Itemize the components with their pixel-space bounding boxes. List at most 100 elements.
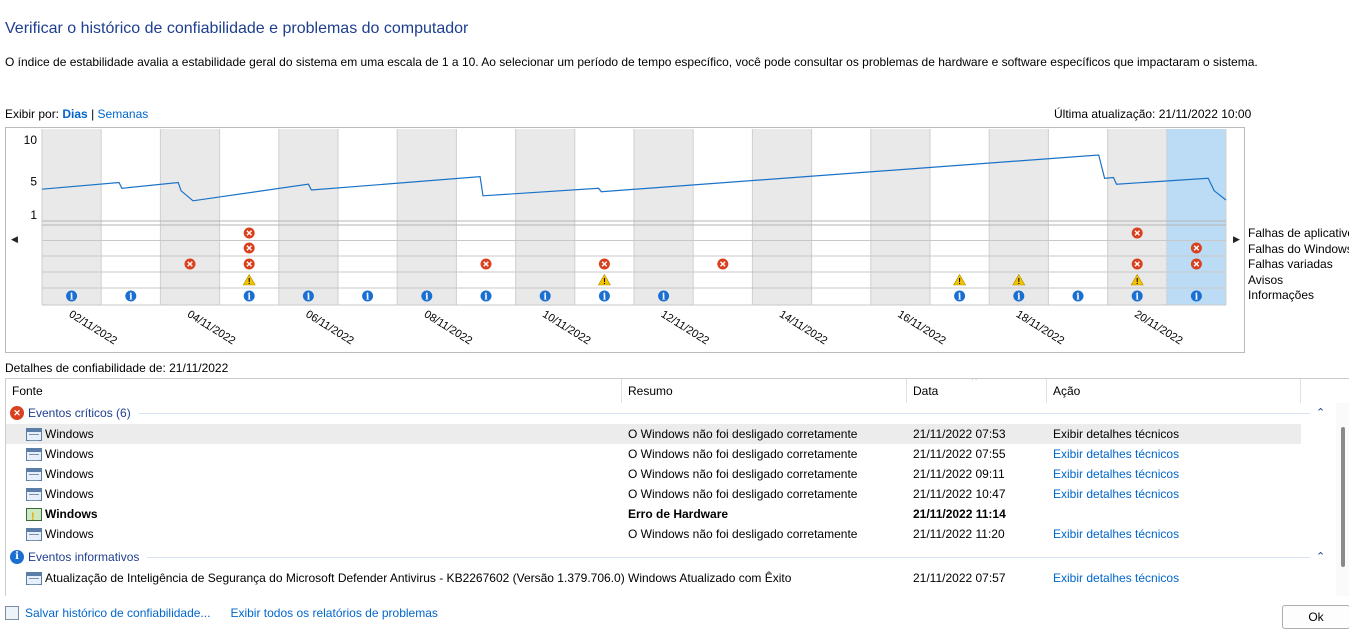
- info-event-icon: [954, 290, 966, 302]
- chart-column-19: [1166, 129, 1226, 305]
- info-event-icon: [658, 290, 670, 302]
- table-scrollbar[interactable]: [1336, 403, 1349, 596]
- chart-column-0: [42, 129, 102, 305]
- ok-button[interactable]: Ok: [1282, 605, 1349, 629]
- chart-column-14: [870, 129, 930, 305]
- info-event-icon: [125, 290, 137, 302]
- column-header-action[interactable]: Ação: [1047, 379, 1301, 403]
- table-row[interactable]: Windows O Windows não foi desligado corre…: [6, 524, 1301, 544]
- view-by-weeks-link[interactable]: Semanas: [97, 107, 149, 121]
- x-date-label: 14/11/2022: [777, 308, 829, 347]
- info-event-icon: [1131, 290, 1143, 302]
- info-event-mark: i: [307, 293, 311, 303]
- info-event-mark: i: [543, 293, 547, 303]
- chart-scroll-left-icon[interactable]: ◀: [11, 234, 18, 244]
- view-by-days-link[interactable]: Dias: [62, 107, 88, 121]
- view-all-reports-link[interactable]: Exibir todos os relatórios de problemas: [230, 606, 438, 620]
- chart-column-2: [160, 129, 220, 305]
- group-info-events[interactable]: i Eventos informativos: [10, 547, 1310, 567]
- group-info-label: Eventos informativos: [28, 550, 140, 564]
- row-action-link[interactable]: Exibir detalhes técnicos: [1053, 527, 1180, 541]
- info-event-icon: [598, 290, 610, 302]
- row-date: 21/11/2022 11:14: [913, 507, 1006, 521]
- table-row[interactable]: Windows O Windows não foi desligado corre…: [6, 464, 1301, 484]
- group-critical-events[interactable]: ✕ Eventos críticos (6): [10, 403, 1310, 423]
- y-tick-label: 10: [24, 133, 38, 147]
- reliability-chart-svg: 10 5 1!!!! ! i i i i i i i i i i i i i i i 02/11/2022 04/11/…: [24, 129, 1227, 347]
- chart-column-12: [752, 129, 812, 305]
- warning-event-mark: !: [603, 277, 606, 286]
- row-action-link[interactable]: Exibir detalhes técnicos: [1053, 571, 1180, 585]
- info-event-icon: [421, 290, 433, 302]
- critical-event-x: [1193, 245, 1200, 251]
- warning-event-icon: [953, 273, 967, 286]
- row-source-text: Windows: [45, 447, 94, 461]
- warning-event-mark: !: [1136, 277, 1139, 286]
- row-source-text: Windows: [45, 487, 94, 501]
- reliability-chart[interactable]: 10 5 1!!!!! i i i i i i i i i i i i i i i 02/11/2022 04/11/…: [5, 127, 1245, 353]
- row-summary: O Windows não foi desligado corretamente: [628, 427, 858, 441]
- info-event-icon: [539, 290, 551, 302]
- scrollbar-thumb[interactable]: [1341, 427, 1345, 567]
- table-row[interactable]: Windows O Windows não foi desligado corre…: [6, 484, 1301, 504]
- info-event-mark: i: [1195, 293, 1199, 303]
- critical-event-x: [1134, 261, 1140, 267]
- row-action-link[interactable]: Exibir detalhes técnicos: [1053, 427, 1180, 441]
- column-header-source[interactable]: Fonte: [6, 379, 622, 403]
- warning-event-mark: !: [958, 277, 961, 286]
- row-summary: Windows Atualizado com Êxito: [628, 571, 792, 585]
- sort-ascending-icon: ^: [972, 378, 977, 386]
- table-row[interactable]: Atualização de Inteligência de Segurança…: [6, 568, 1301, 588]
- chart-column-10: [634, 129, 694, 305]
- column-header-summary[interactable]: Resumo: [622, 379, 907, 403]
- table-row[interactable]: Windows O Windows não foi desligado corre…: [6, 444, 1301, 464]
- chart-column-6: [397, 129, 457, 305]
- row-label-app-failures: Falhas de aplicativo: [1248, 226, 1349, 240]
- critical-event-x: [1134, 230, 1140, 236]
- chart-row-labels: Falhas de aplicativo Falhas do Windows F…: [1248, 226, 1349, 304]
- row-summary: O Windows não foi desligado corretamente: [628, 527, 858, 541]
- view-by-label: Exibir por:: [5, 107, 60, 121]
- collapse-critical-icon[interactable]: ⌃: [1316, 407, 1326, 419]
- collapse-info-icon[interactable]: ⌃: [1316, 551, 1326, 563]
- row-label-windows-failures: Falhas do Windows: [1248, 241, 1349, 256]
- info-event-mark: i: [366, 293, 370, 303]
- info-event-icon: [362, 290, 374, 302]
- column-header-date[interactable]: Data: [907, 379, 1047, 403]
- save-history-link[interactable]: Salvar histórico de confiabilidade...: [25, 606, 211, 620]
- row-source: Windows: [26, 524, 94, 544]
- chart-scroll-right-icon[interactable]: ▶: [1233, 234, 1240, 244]
- windows-window-icon: [26, 447, 42, 461]
- y-tick-label: 1: [30, 208, 37, 222]
- last-update-label: Última atualização: 21/11/2022 10:00: [1054, 107, 1252, 121]
- critical-icon: ✕: [10, 406, 24, 420]
- y-tick-label: 5: [30, 175, 37, 189]
- details-title: Detalhes de confiabilidade de: 21/11/202…: [5, 361, 229, 375]
- table-header: Fonte Resumo Data Ação ^: [6, 379, 1336, 403]
- row-action-link[interactable]: Exibir detalhes técnicos: [1053, 487, 1180, 501]
- row-source: Windows: [26, 424, 94, 444]
- x-date-label: 10/11/2022: [540, 308, 592, 347]
- hardware-error-icon: [26, 507, 42, 527]
- row-source: Windows: [26, 504, 98, 527]
- info-event-mark: i: [1017, 293, 1021, 303]
- x-date-label: 16/11/2022: [895, 308, 947, 347]
- row-summary: O Windows não foi desligado corretamente: [628, 447, 858, 461]
- chart-column-7: [456, 129, 516, 305]
- info-event-mark: i: [247, 293, 251, 303]
- info-event-mark: i: [484, 293, 488, 303]
- row-source-text: Atualização de Inteligência de Segurança…: [45, 571, 625, 585]
- row-action-link[interactable]: Exibir detalhes técnicos: [1053, 467, 1180, 481]
- row-summary: O Windows não foi desligado corretamente: [628, 487, 858, 501]
- row-label-warnings: Avisos: [1248, 272, 1284, 287]
- warning-event-mark: !: [248, 277, 251, 286]
- row-action-link[interactable]: Exibir detalhes técnicos: [1053, 447, 1180, 461]
- info-event-mark: i: [70, 293, 74, 303]
- table-row[interactable]: Windows O Windows não foi desligado corre…: [6, 424, 1301, 444]
- table-row[interactable]: Windows Erro de Hardware 21/11/2022 11:14: [6, 504, 1301, 527]
- view-by-separator: |: [91, 107, 95, 121]
- row-date: 21/11/2022 07:55: [913, 447, 1006, 461]
- critical-event-x: [483, 261, 489, 267]
- info-event-mark: i: [1135, 293, 1139, 303]
- critical-event-x: [1193, 261, 1200, 267]
